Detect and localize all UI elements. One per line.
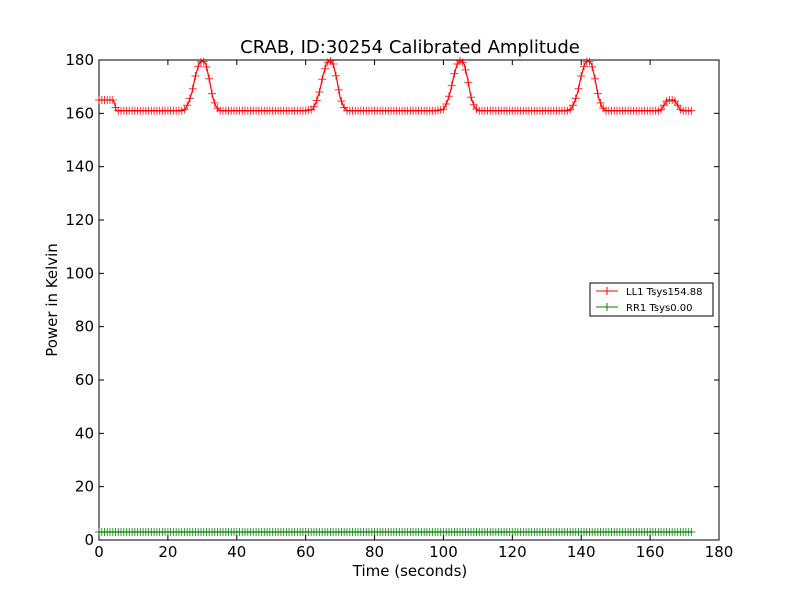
series-layer [95,56,696,536]
series-0-marker-178 [585,57,594,66]
series-0-marker-81 [318,75,327,84]
series-1 [95,528,696,536]
axes-layer: 0 20 40 60 80 100 120 140 160 180 0 20 40 60 80 100 120 1… [65,51,733,561]
y-tick-label-8: 160 [65,104,94,122]
chart-title: CRAB, ID:30254 Calibrated Amplitude [240,37,580,58]
x-tick-label-8: 160 [636,543,665,561]
series-0-marker-205 [659,101,668,110]
legend-box [589,282,714,317]
series-0-marker-39 [202,62,211,71]
series-0-marker-78 [309,102,318,111]
x-tick-label-7: 140 [567,543,596,561]
legend: LL1 Tsys154.88 RR1 Tsys0.00 [589,282,714,317]
series-0-marker-210 [673,101,682,110]
series-0-marker-40 [205,74,214,83]
series-0-marker-41 [208,89,216,98]
series-0 [95,56,696,115]
series-0-marker-129 [450,69,459,78]
series-0-marker-132 [458,58,467,67]
series-0-marker-176 [580,62,588,71]
series-0-marker-180 [591,74,599,83]
series-0-marker-126 [442,100,451,108]
series-0-marker-79 [312,96,321,105]
x-tick-label-6: 120 [498,543,527,561]
series-0-marker-173 [571,94,580,103]
y-tick-label-7: 140 [65,158,94,176]
series-0-marker-88 [337,97,346,106]
series-0-marker-215 [687,106,696,115]
x-tick-label-0: 0 [94,543,104,561]
series-0-marker-85 [329,60,338,68]
y-tick-label-9: 180 [65,51,94,69]
y-tick-label-3: 60 [75,371,94,389]
series-0-marker-36 [194,62,203,71]
series-0-marker-125 [439,105,448,114]
legend-marker-ll1 [603,287,611,295]
series-0-marker-179 [588,62,597,71]
series-1-marker-215 [687,528,696,536]
series-0-marker-204 [657,105,666,114]
series-0-marker-209 [670,97,679,106]
x-tick-label-5: 100 [429,543,458,561]
series-0-marker-33 [185,94,194,103]
series-0-marker-174 [574,84,583,93]
series-0-marker-38 [199,57,208,66]
series-0-marker-31 [180,105,189,114]
x-tick-label-1: 20 [158,543,177,561]
y-tick-label-0: 0 [84,531,94,549]
x-axis-label: Time (seconds) [352,562,468,580]
series-0-marker-127 [445,92,453,101]
series-0-marker-5 [108,96,117,104]
series-0-marker-87 [334,85,343,94]
legend-label-rr1: RR1 Tsys0.00 [626,303,693,314]
legend-label-ll1: LL1 Tsys154.88 [626,287,702,298]
series-0-marker-172 [569,101,577,110]
series-0-marker-32 [183,101,192,110]
y-axis-label: Power in Kelvin [43,243,61,357]
x-tick-label-9: 180 [705,543,734,561]
series-0-marker-136 [469,100,478,109]
y-tick-label-5: 100 [65,264,94,282]
y-tick-label-6: 120 [65,211,94,229]
series-0-marker-171 [566,105,575,114]
y-tick-label-2: 40 [75,424,94,442]
x-tick-label-2: 40 [227,543,246,561]
x-tick-label-4: 80 [365,543,384,561]
series-0-marker-128 [447,81,456,90]
series-0-marker-42 [210,98,219,107]
y-tick-label-4: 80 [75,318,94,336]
y-tick-label-1: 20 [75,478,94,496]
series-0-marker-35 [191,72,200,80]
series-0-marker-133 [461,65,470,74]
series-0-marker-175 [577,72,586,80]
series-0-marker-181 [593,89,602,98]
series-0-marker-135 [467,93,475,102]
legend-marker-rr1 [603,303,611,311]
series-0-marker-80 [315,88,324,96]
series-0-marker-182 [596,98,605,107]
series-0-marker-134 [464,78,473,87]
series-0-marker-86 [332,71,340,80]
x-tick-label-3: 60 [296,543,315,561]
series-0-marker-82 [321,64,329,73]
series-0-marker-34 [188,84,197,93]
